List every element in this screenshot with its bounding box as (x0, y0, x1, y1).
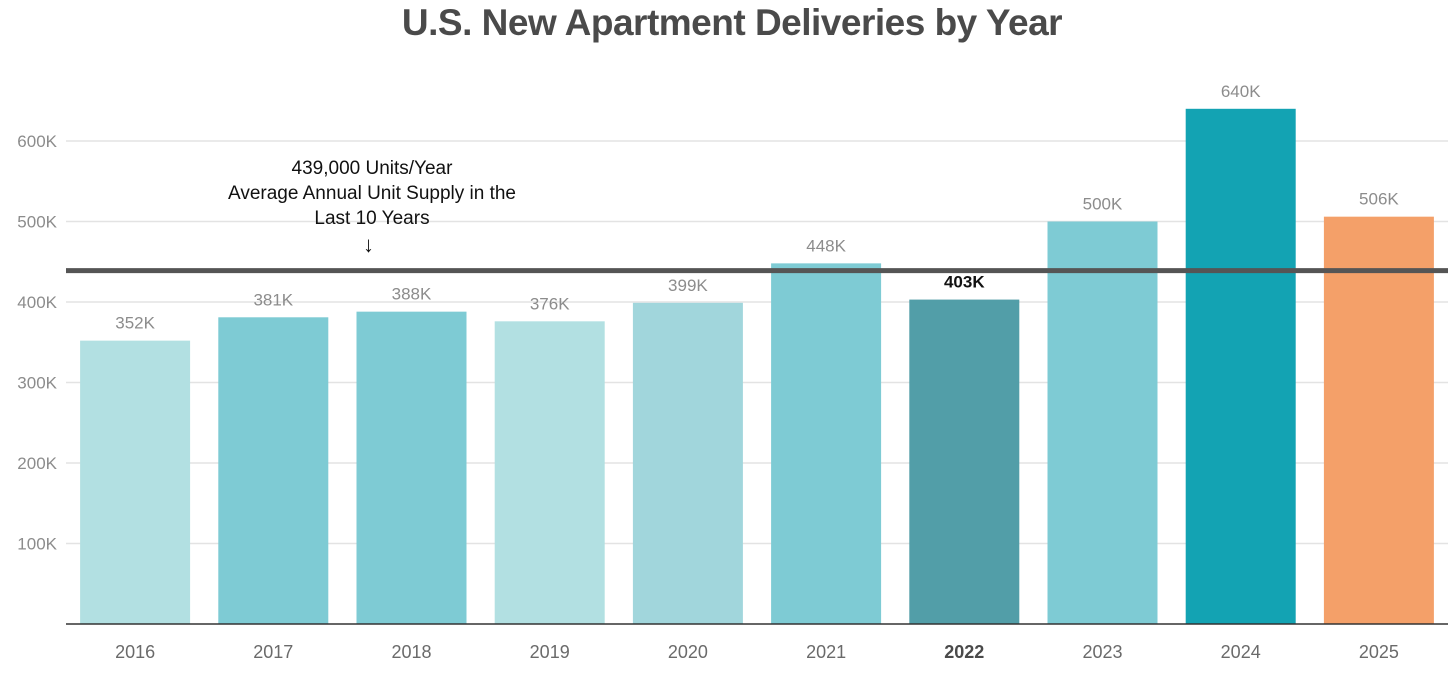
data-label-2018: 388K (392, 285, 432, 304)
bar-2018 (356, 311, 467, 624)
x-tick-label-2023: 2023 (1082, 642, 1122, 662)
bar-2023 (1047, 221, 1158, 624)
down-arrow-icon: ↓ (363, 232, 374, 257)
x-tick-label-2024: 2024 (1221, 642, 1261, 662)
reference-annotation: 439,000 Units/Year Average Annual Unit S… (212, 156, 532, 231)
y-tick-label: 200K (17, 454, 57, 473)
bar-2016 (80, 340, 191, 624)
bar-2025 (1323, 216, 1434, 625)
data-label-2024: 640K (1221, 82, 1261, 101)
bar-2024 (1185, 108, 1296, 625)
x-tick-label-2018: 2018 (391, 642, 431, 662)
x-tick-label-2016: 2016 (115, 642, 155, 662)
x-tick-label-2025: 2025 (1359, 642, 1399, 662)
data-label-2017: 381K (253, 290, 293, 309)
bar-2017 (218, 317, 329, 624)
data-label-2025: 506K (1359, 190, 1399, 209)
x-tick-label-2020: 2020 (668, 642, 708, 662)
bar-2022 (909, 299, 1020, 624)
data-label-2021: 448K (806, 236, 846, 255)
data-label-2019: 376K (530, 294, 570, 313)
y-tick-label: 400K (17, 293, 57, 312)
chart-title: U.S. New Apartment Deliveries by Year (401, 2, 1063, 43)
reference-annotation-line1: 439,000 Units/Year (291, 158, 453, 179)
y-tick-label: 500K (17, 213, 57, 232)
y-axis-ticks: 100K 200K 300K 400K 500K 600K (17, 132, 57, 554)
reference-annotation-line2: Average Annual Unit Supply in the (227, 183, 516, 204)
data-labels: 352K 381K 388K 376K 399K 448K 403K 500K 640K 506K (115, 82, 1399, 333)
data-label-2020: 399K (668, 276, 708, 295)
data-label-2016: 352K (115, 314, 155, 333)
bar-2021 (771, 263, 882, 624)
y-tick-label: 300K (17, 374, 57, 393)
x-tick-label-2022: 2022 (944, 642, 984, 662)
x-axis: 2016 2017 2018 2019 2020 2021 2022 2023 2024 2025 (66, 623, 1448, 662)
data-label-2022: 403K (944, 273, 985, 292)
bar-2020 (632, 302, 743, 624)
data-label-2023: 500K (1083, 195, 1123, 214)
x-tick-label-2017: 2017 (253, 642, 293, 662)
x-tick-label-2019: 2019 (530, 642, 570, 662)
bar-2019 (494, 321, 605, 624)
reference-annotation-line3: Last 10 Years (314, 208, 430, 229)
x-tick-label-2021: 2021 (806, 642, 846, 662)
y-tick-label: 100K (17, 535, 57, 554)
y-tick-label: 600K (17, 132, 57, 151)
bars (80, 108, 1434, 625)
